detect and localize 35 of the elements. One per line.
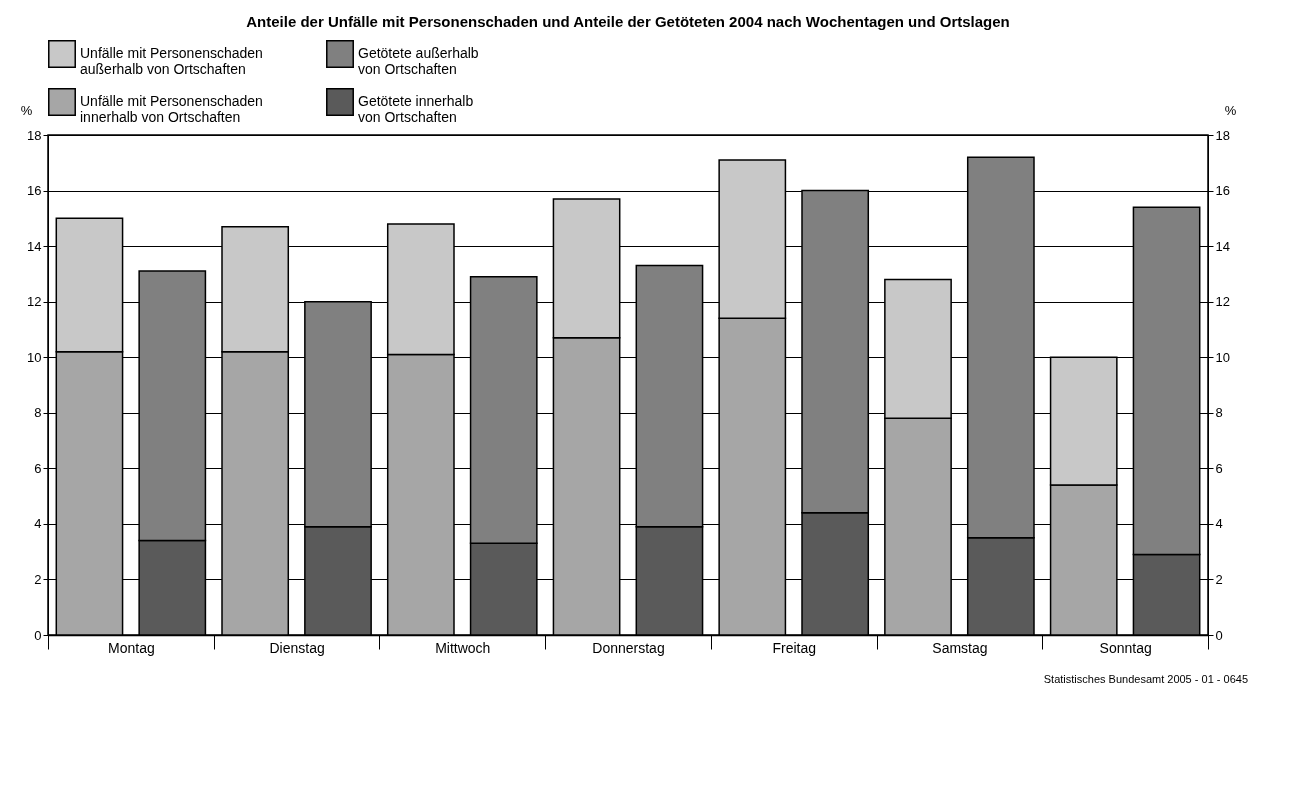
chart-title: Anteile der Unfälle mit Personenschaden und Anteile der Getöteten 2004 nach Wochentagen und Ortslagen xyxy=(246,13,1010,30)
y-tick-label: 16 xyxy=(27,183,42,199)
legend-label: Getötete außerhalb von Ortschaften xyxy=(358,45,479,77)
legend-label: Unfälle mit Personenschaden außerhalb von Ortschaften xyxy=(80,45,263,77)
x-tick-label: Freitag xyxy=(772,639,816,656)
y2-tick-label: 16 xyxy=(1215,183,1230,199)
y2-tick-label: 6 xyxy=(1215,460,1223,476)
y2-tick-label: 14 xyxy=(1215,238,1230,254)
y2-tick-label: 0 xyxy=(1215,627,1223,643)
y-tick-label: 12 xyxy=(27,294,42,310)
x-tick-label: Montag xyxy=(108,639,155,656)
x-tick-label: Samstag xyxy=(932,639,988,656)
y-tick-label: 6 xyxy=(34,460,42,476)
y-tick-label: 0 xyxy=(34,627,42,643)
y2-tick-label: 4 xyxy=(1215,516,1223,532)
y2-tick-label: 8 xyxy=(1215,405,1223,421)
y-tick-label: 2 xyxy=(34,571,42,587)
y-axis-title: % xyxy=(20,102,33,118)
y-tick-label: 4 xyxy=(34,516,42,532)
x-tick-label: Sonntag xyxy=(1099,639,1152,656)
x-tick-label: Dienstag xyxy=(269,639,325,656)
y2-tick-label: 2 xyxy=(1215,571,1223,587)
legend-label: Getötete innerhalb von Ortschaften xyxy=(358,93,474,125)
y2-axis-title: % xyxy=(1224,102,1237,118)
x-tick-label: Donnerstag xyxy=(592,639,665,656)
x-tick-label: Mittwoch xyxy=(435,639,491,656)
legend-label: Unfälle mit Personenschaden innerhalb von Ortschaften xyxy=(80,93,263,125)
text: Statistisches Bundesamt 2005 - 01 - 0645 xyxy=(1043,673,1248,685)
y-tick-label: 8 xyxy=(34,405,42,421)
y2-tick-label: 12 xyxy=(1215,294,1230,310)
y-tick-label: 14 xyxy=(27,238,42,254)
y-tick-label: 10 xyxy=(27,349,42,365)
y2-tick-label: 18 xyxy=(1215,127,1230,143)
y2-tick-label: 10 xyxy=(1215,349,1230,365)
y-tick-label: 18 xyxy=(27,127,42,143)
